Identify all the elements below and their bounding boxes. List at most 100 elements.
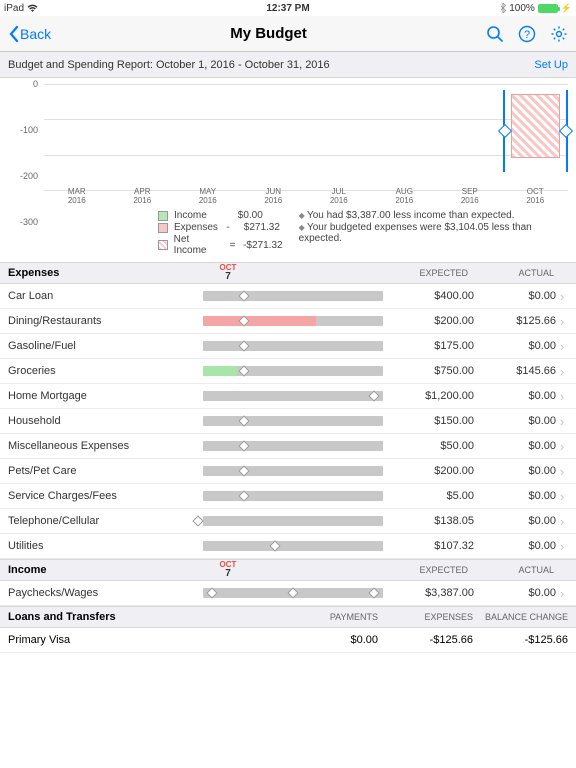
expected-value: $107.32 xyxy=(383,540,486,552)
date-marker: OCT7 xyxy=(208,264,248,282)
income-swatch xyxy=(158,211,168,221)
expected-value: $175.00 xyxy=(383,340,486,352)
expected-value: $400.00 xyxy=(383,290,486,302)
legend-expenses-label: Expenses xyxy=(174,222,218,233)
gear-icon[interactable] xyxy=(550,25,568,43)
loan-row[interactable]: Primary Visa $0.00 -$125.66 -$125.66 xyxy=(0,628,576,653)
legend-net-value: -$271.32 xyxy=(242,240,282,251)
expenses-value: -$125.66 xyxy=(378,634,473,646)
chevron-right-icon: › xyxy=(556,314,568,329)
row-label: Paychecks/Wages xyxy=(8,587,203,599)
x-tick: MAR2016 xyxy=(44,188,110,206)
expected-value: $750.00 xyxy=(383,365,486,377)
y-tick: 0 xyxy=(8,79,38,89)
row-label: Groceries xyxy=(8,365,203,377)
x-tick: OCT2016 xyxy=(503,188,569,206)
actual-value: $0.00 xyxy=(486,540,556,552)
expense-row[interactable]: Home Mortgage $1,200.00 $0.00 › xyxy=(0,384,576,409)
expense-row[interactable]: Groceries $750.00 $145.66 › xyxy=(0,359,576,384)
budget-bar xyxy=(203,441,383,451)
budget-bar xyxy=(203,541,383,551)
expected-value: $1,200.00 xyxy=(383,390,486,402)
loans-title: Loans and Transfers xyxy=(8,611,283,623)
row-label: Service Charges/Fees xyxy=(8,490,203,502)
chevron-right-icon: › xyxy=(556,364,568,379)
expense-row[interactable]: Car Loan $400.00 $0.00 › xyxy=(0,284,576,309)
budget-bar xyxy=(203,341,383,351)
status-bar: iPad 12:37 PM 100% ⚡ xyxy=(0,0,576,16)
expected-value: $200.00 xyxy=(383,315,486,327)
x-tick: AUG2016 xyxy=(372,188,438,206)
expense-row[interactable]: Miscellaneous Expenses $50.00 $0.00 › xyxy=(0,434,576,459)
x-tick: MAY2016 xyxy=(175,188,241,206)
insight-2: Your budgeted expenses were $3,104.05 le… xyxy=(299,222,568,244)
expense-row[interactable]: Dining/Restaurants $200.00 $125.66 › xyxy=(0,309,576,334)
y-tick: -200 xyxy=(8,171,38,181)
actual-value: $125.66 xyxy=(486,315,556,327)
row-label: Utilities xyxy=(8,540,203,552)
help-icon[interactable]: ? xyxy=(518,25,536,43)
actual-value: $0.00 xyxy=(486,340,556,352)
legend-expenses-value: $271.32 xyxy=(238,222,280,233)
col-actual: Actual xyxy=(488,268,568,278)
back-button[interactable]: Back xyxy=(8,25,51,43)
row-label: Miscellaneous Expenses xyxy=(8,440,203,452)
row-label: Home Mortgage xyxy=(8,390,203,402)
expense-row[interactable]: Household $150.00 $0.00 › xyxy=(0,409,576,434)
chevron-right-icon: › xyxy=(556,514,568,529)
chevron-left-icon xyxy=(8,25,20,43)
actual-value: $0.00 xyxy=(486,415,556,427)
legend-net-label: Net Income xyxy=(174,234,223,256)
chevron-right-icon: › xyxy=(556,439,568,454)
row-label: Dining/Restaurants xyxy=(8,315,203,327)
income-row[interactable]: Paychecks/Wages $3,387.00 $0.00 › xyxy=(0,581,576,606)
selection-region[interactable] xyxy=(503,90,569,172)
expense-row[interactable]: Gasoline/Fuel $175.00 $0.00 › xyxy=(0,334,576,359)
expected-value: $5.00 xyxy=(383,490,486,502)
expected-value: $3,387.00 xyxy=(383,587,486,599)
search-icon[interactable] xyxy=(486,25,504,43)
chevron-right-icon: › xyxy=(556,414,568,429)
budget-bar xyxy=(203,366,383,376)
row-label: Telephone/Cellular xyxy=(8,515,203,527)
net-swatch xyxy=(158,240,168,250)
wifi-icon xyxy=(27,4,38,13)
x-tick: SEP2016 xyxy=(437,188,503,206)
expense-row[interactable]: Service Charges/Fees $5.00 $0.00 › xyxy=(0,484,576,509)
expenses-header: Expenses OCT7 Expected Actual xyxy=(0,262,576,284)
expenses-swatch xyxy=(158,223,168,233)
date-marker-income: OCT7 xyxy=(208,561,248,579)
actual-value: $0.00 xyxy=(486,440,556,452)
setup-button[interactable]: Set Up xyxy=(534,59,568,71)
clock: 12:37 PM xyxy=(266,3,309,14)
nav-bar: Back My Budget ? xyxy=(0,16,576,52)
expense-row[interactable]: Utilities $107.32 $0.00 › xyxy=(0,534,576,559)
budget-bar xyxy=(203,316,383,326)
chevron-right-icon: › xyxy=(556,389,568,404)
row-label: Primary Visa xyxy=(8,634,283,646)
actual-value: $145.66 xyxy=(486,365,556,377)
carrier-label: iPad xyxy=(4,3,24,14)
expense-row[interactable]: Telephone/Cellular $138.05 $0.00 › xyxy=(0,509,576,534)
row-label: Car Loan xyxy=(8,290,203,302)
budget-chart[interactable]: MAR2016APR2016MAY2016JUN2016JUL2016AUG20… xyxy=(0,78,576,208)
actual-value: $0.00 xyxy=(486,515,556,527)
expenses-title: Expenses xyxy=(8,267,208,279)
actual-value: $0.00 xyxy=(486,290,556,302)
expected-value: $150.00 xyxy=(383,415,486,427)
page-title: My Budget xyxy=(230,25,307,42)
expense-row[interactable]: Pets/Pet Care $200.00 $0.00 › xyxy=(0,459,576,484)
income-header: Income OCT7 Expected Actual xyxy=(0,559,576,581)
actual-value: $0.00 xyxy=(486,390,556,402)
expected-value: $138.05 xyxy=(383,515,486,527)
chevron-right-icon: › xyxy=(556,539,568,554)
battery-pct: 100% xyxy=(509,3,535,14)
income-title: Income xyxy=(8,564,208,576)
bluetooth-icon xyxy=(500,3,506,13)
report-subheader: Budget and Spending Report: October 1, 2… xyxy=(0,52,576,78)
x-tick: JUL2016 xyxy=(306,188,372,206)
charging-icon: ⚡ xyxy=(561,3,572,14)
chevron-right-icon: › xyxy=(556,464,568,479)
budget-bar xyxy=(203,588,383,598)
row-label: Gasoline/Fuel xyxy=(8,340,203,352)
